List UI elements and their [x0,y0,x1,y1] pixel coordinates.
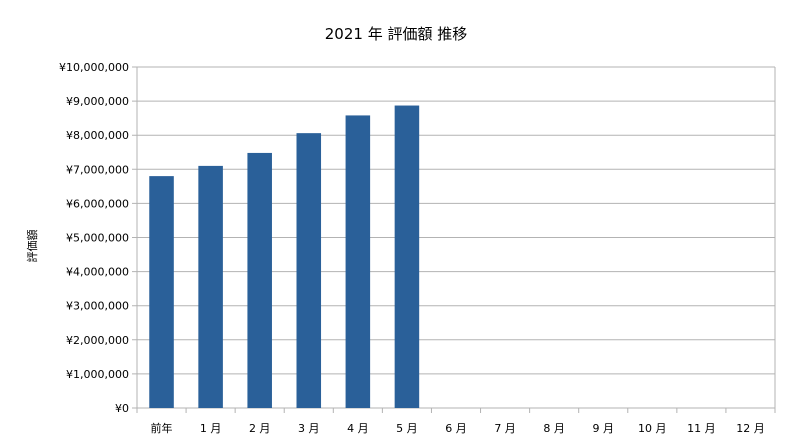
chart-title: 2021 年 評価額 推移 [325,25,467,43]
y-tick-label: ¥6,000,000 [66,197,129,210]
bar [149,176,174,408]
x-tick-label: 12 月 [736,422,765,435]
x-tick-labels: 前年 1 月 2 月 3 月 4 月 5 月 6 月 7 月 8 月 9 月 10 月 11 月 12 … [151,421,765,435]
x-tick-label: 7 月 [494,422,516,435]
bar [345,115,371,408]
x-tick-label: 9 月 [592,422,614,435]
x-tick-label: 前年 [151,421,173,435]
x-tick-label: 6 月 [445,422,467,435]
x-tick-label: 4 月 [347,422,369,435]
x-tick-label: 10 月 [638,422,667,435]
y-tick-label: ¥0 [115,402,129,415]
bar [198,165,223,408]
x-tick-label: 11 月 [687,422,716,435]
x-tick-label: 5 月 [396,422,418,435]
y-tick-label: ¥4,000,000 [66,266,129,279]
y-tick-label: ¥10,000,000 [59,61,129,74]
bar [296,133,322,409]
y-tick-label: ¥2,000,000 [66,334,129,347]
y-axis-label: 評価額 [25,230,39,263]
y-tick-label: ¥9,000,000 [66,95,129,108]
y-tick-label: ¥5,000,000 [66,232,129,245]
y-tick-label: ¥7,000,000 [66,163,129,176]
y-tick-labels: ¥0 ¥1,000,000 ¥2,000,000 ¥3,000,000 ¥4,000,0… [59,61,129,415]
bars [149,105,420,409]
x-tick-label: 1 月 [200,422,222,435]
gridlines [132,66,775,409]
y-tick-label: ¥3,000,000 [66,300,129,313]
y-tick-label: ¥8,000,000 [66,129,129,142]
x-tick-label: 8 月 [543,422,565,435]
bar [247,152,272,408]
x-tick-label: 3 月 [298,422,320,435]
axes [136,67,776,413]
bar [394,105,420,409]
x-tick-label: 2 月 [249,422,271,435]
y-tick-label: ¥1,000,000 [66,368,129,381]
